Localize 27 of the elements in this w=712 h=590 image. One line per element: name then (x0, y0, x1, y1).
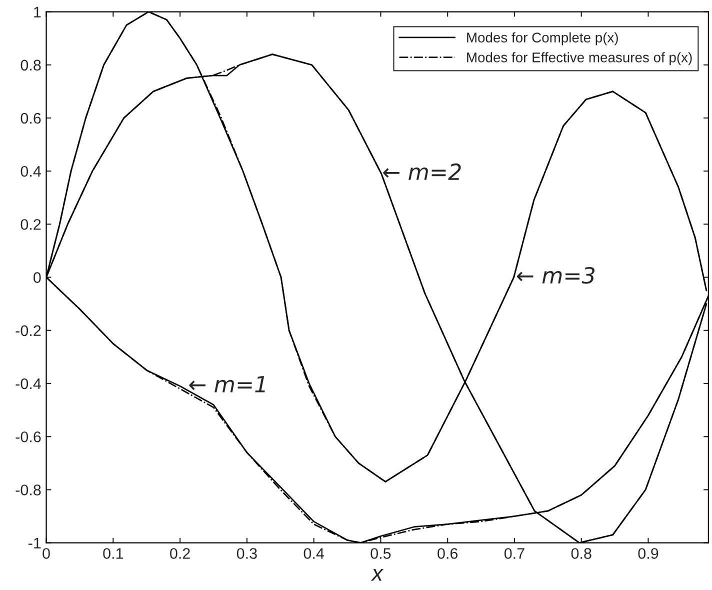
y-tick-label: -0.8 (16, 484, 41, 496)
x-tick-label: 0.8 (571, 548, 592, 559)
annotation: ← m=3 (516, 266, 595, 284)
y-tick-label: -0.4 (16, 378, 41, 390)
x-tick-label: 0.3 (236, 548, 257, 559)
x-tick-label: 0.2 (170, 548, 190, 559)
x-tick-label: 0.5 (370, 548, 391, 559)
x-axis-title: x (370, 569, 384, 581)
x-tick-label: 0.1 (103, 548, 124, 559)
x-tick-label: 0.9 (638, 548, 658, 559)
y-tick-label: 0.8 (20, 60, 41, 71)
x-tick-label: 0.6 (438, 548, 458, 559)
annotation: ← m=2 (383, 163, 461, 180)
y-tick-label: 0.2 (20, 219, 41, 230)
legend-label: Modes for Complete p(x) (467, 32, 618, 46)
y-tick-label: 0.4 (20, 166, 41, 177)
y-tick-label: -0.6 (16, 431, 41, 442)
x-tick-label: 0.4 (304, 548, 324, 559)
y-tick-label: -0.2 (16, 325, 41, 336)
x-tick-label: 0.7 (504, 548, 524, 559)
legend-label: Modes for Effective measures of p(x) (467, 52, 692, 66)
y-tick-label: -1 (28, 538, 41, 548)
y-tick-label: 0.6 (20, 112, 41, 124)
y-tick-label: 0 (34, 272, 41, 283)
x-tick-label: 0 (42, 548, 50, 559)
annotation: ← m=1 (189, 376, 265, 392)
y-tick-label: 1 (34, 6, 41, 18)
